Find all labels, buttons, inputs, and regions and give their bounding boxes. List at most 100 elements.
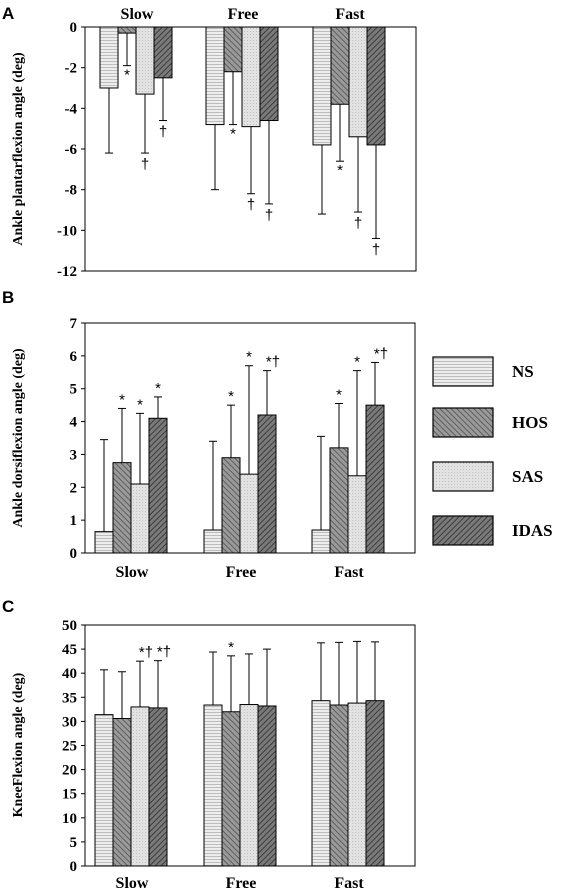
y-tick-label: 30 <box>62 714 77 730</box>
significance-marker: *† <box>266 354 280 371</box>
y-tick-label: 15 <box>62 787 77 803</box>
y-tick-label: 25 <box>62 739 77 755</box>
panel-b-letter: B <box>2 288 14 307</box>
bar-sas-fast <box>347 702 367 867</box>
bar-idas-free <box>257 705 277 867</box>
legend-label-idas: IDAS <box>512 521 553 540</box>
bar-ns-fast <box>311 700 331 867</box>
y-tick-label: 35 <box>62 690 77 706</box>
bar-sas-slow <box>135 26 155 95</box>
bar-idas-slow <box>148 707 168 867</box>
category-label: Slow <box>116 875 149 889</box>
legend-swatch-hos <box>432 407 494 438</box>
y-tick-label: 0 <box>70 546 78 562</box>
bar-hos-free <box>221 711 241 867</box>
y-axis-label: KneeFlexion angle (deg) <box>11 672 26 817</box>
panel-c: C 0 5 10 15 20 25 30 35 40 45 50 KneeFlexion angle… <box>2 597 416 889</box>
legend-swatch-sas <box>432 461 494 492</box>
category-label: Slow <box>121 6 154 23</box>
category-label: Fast <box>334 875 364 889</box>
bar-idas-fast <box>365 404 385 554</box>
y-tick-label: 7 <box>70 316 78 332</box>
bar-idas-slow <box>148 417 168 554</box>
legend-label-sas: SAS <box>512 467 543 486</box>
y-tick-label: 5 <box>70 382 78 398</box>
bar-idas-fast <box>365 700 385 867</box>
significance-marker: * <box>230 126 236 143</box>
panel-a-letter: A <box>2 4 14 23</box>
y-tick-label: 2 <box>70 480 78 496</box>
bar-ns-fast <box>311 529 331 554</box>
legend-label-ns: NS <box>512 362 534 381</box>
category-label: Free <box>226 875 257 889</box>
bar-ns-slow <box>99 26 119 89</box>
y-tick-label: -6 <box>65 142 78 158</box>
bar-sas-free <box>239 704 259 867</box>
y-tick-label: 10 <box>62 811 77 827</box>
y-tick-label: -10 <box>57 223 77 239</box>
bar-sas-fast <box>347 475 367 554</box>
y-tick-label: 0 <box>70 859 78 875</box>
significance-marker: * <box>137 396 143 413</box>
bar-idas-slow <box>153 26 173 79</box>
y-axis-label: Ankle dorsiflexion angle (deg) <box>11 348 26 528</box>
bar-sas-free <box>241 26 261 128</box>
significance-marker: * <box>354 354 360 371</box>
significance-marker: † <box>159 124 167 141</box>
category-label: Fast <box>335 6 365 23</box>
bar-ns-free <box>203 704 223 867</box>
y-tick-label: -4 <box>65 101 78 117</box>
significance-marker: † <box>141 156 149 173</box>
bar-sas-fast <box>348 26 368 138</box>
bar-ns-slow <box>94 714 114 867</box>
significance-marker: * <box>246 349 252 366</box>
y-tick-label: 3 <box>70 447 78 463</box>
legend: NS HOS SAS IDAS <box>432 356 553 546</box>
y-tick-label: -2 <box>65 61 78 77</box>
bar-hos-free <box>221 457 241 554</box>
panel-a: A 0 -2 -4 -6 -8 -10 -12 Ankle plantarflexion a… <box>2 4 417 280</box>
y-tick-label: 5 <box>70 835 78 851</box>
bar-ns-free <box>203 529 223 554</box>
y-axis-label: Ankle plantarflexion angle (deg) <box>11 52 26 246</box>
significance-marker: * <box>336 387 342 404</box>
y-tick-label: 40 <box>62 666 77 682</box>
y-tick-label: 1 <box>70 513 78 529</box>
significance-marker: * <box>228 639 234 656</box>
significance-marker: † <box>372 241 380 258</box>
category-label: Free <box>228 6 259 23</box>
legend-label-hos: HOS <box>512 413 548 432</box>
significance-marker: * <box>155 380 161 397</box>
bar-hos-fast <box>330 26 350 105</box>
bar-idas-free <box>257 414 277 554</box>
bar-ns-slow <box>94 531 114 554</box>
category-label: Free <box>226 564 257 581</box>
panel-b: B 0 1 2 3 4 5 6 7 Ankle dorsiflexion angle (deg… <box>2 288 416 581</box>
bar-sas-free <box>239 473 259 554</box>
bar-hos-slow <box>117 26 137 34</box>
legend-swatch-idas <box>432 515 494 546</box>
bar-sas-slow <box>130 483 150 554</box>
significance-marker: *† <box>139 644 153 661</box>
bar-idas-free <box>259 26 279 122</box>
significance-marker: * <box>124 67 130 84</box>
category-label: Fast <box>334 564 364 581</box>
significance-marker: † <box>247 197 255 214</box>
bar-sas-slow <box>130 706 150 867</box>
bar-hos-fast <box>329 447 349 554</box>
bar-idas-fast <box>366 26 386 146</box>
y-tick-label: 6 <box>70 349 78 365</box>
bar-hos-slow <box>112 462 132 554</box>
legend-swatch-ns <box>432 356 494 387</box>
y-tick-label: 45 <box>62 642 77 658</box>
y-tick-label: 20 <box>62 763 77 779</box>
significance-marker: † <box>354 215 362 232</box>
significance-marker: † <box>265 207 273 224</box>
bar-hos-fast <box>329 704 349 867</box>
y-tick-label: 0 <box>70 20 78 36</box>
y-tick-label: 4 <box>70 415 78 431</box>
significance-marker: *† <box>374 345 388 362</box>
y-tick-label: -12 <box>57 264 77 280</box>
bar-hos-free <box>223 26 243 73</box>
